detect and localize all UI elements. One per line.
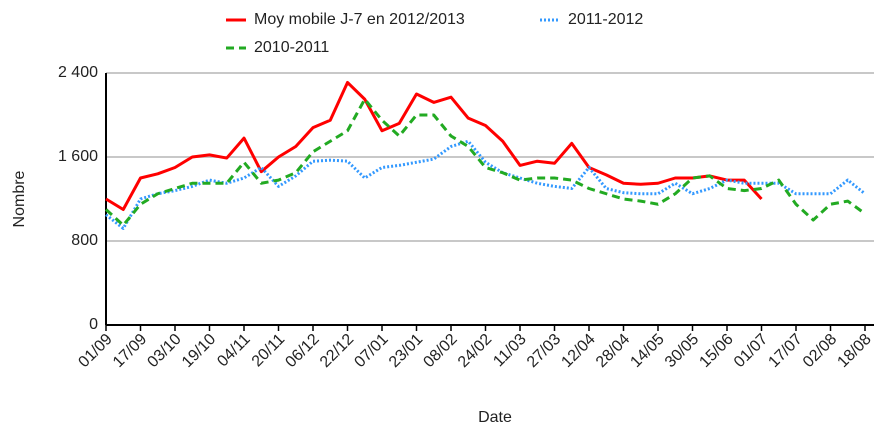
y-tick-label: 2 400 xyxy=(58,64,98,81)
x-tick-label: 20/11 xyxy=(249,331,289,371)
x-tick-label: 07/01 xyxy=(351,331,391,371)
line-series xyxy=(104,97,866,227)
x-axis-title: Date xyxy=(478,409,512,426)
x-tick-label: 18/08 xyxy=(834,331,874,371)
x-tick-label: 06/12 xyxy=(282,331,322,371)
y-tick-label: 0 xyxy=(89,316,98,333)
x-tick-label: 01/09 xyxy=(75,331,115,371)
legend-label: Moy mobile J-7 en 2012/2013 xyxy=(254,11,465,28)
x-tick-label: 08/02 xyxy=(420,331,460,371)
x-tick-label: 23/01 xyxy=(386,331,426,371)
x-tick-label: 04/11 xyxy=(214,331,254,371)
x-tick-label: 27/03 xyxy=(524,331,564,371)
line-series xyxy=(105,139,866,230)
x-tick-label: 12/04 xyxy=(558,331,598,371)
legend-label: 2011-2012 xyxy=(568,11,643,28)
x-tick-label: 17/09 xyxy=(110,331,150,371)
y-axis-title: Nombre xyxy=(11,170,28,227)
x-tick-label: 03/10 xyxy=(144,331,184,371)
y-tick-label: 1 600 xyxy=(58,148,98,165)
x-tick-label: 28/04 xyxy=(593,331,633,371)
line-series xyxy=(105,80,763,211)
x-tick-label: 22/12 xyxy=(317,331,357,371)
x-tick-label: 11/03 xyxy=(490,331,530,371)
x-tick-label: 02/08 xyxy=(800,331,840,371)
x-tick-label: 01/07 xyxy=(731,331,771,371)
x-tick-label: 15/06 xyxy=(696,331,736,371)
x-tick-label: 30/05 xyxy=(662,331,702,371)
y-tick-label: 800 xyxy=(71,232,98,249)
legend-label: 2010-2011 xyxy=(254,39,329,56)
x-tick-label: 24/02 xyxy=(455,331,495,371)
x-tick-label: 14/05 xyxy=(627,331,667,371)
x-tick-label: 17/07 xyxy=(765,331,805,371)
x-tick-label: 19/10 xyxy=(179,331,219,371)
